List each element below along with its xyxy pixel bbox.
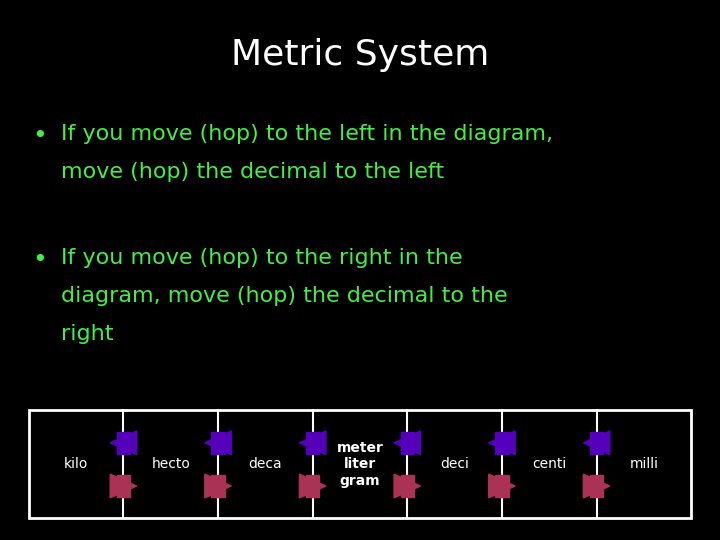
Bar	[212, 432, 225, 454]
Polygon shape	[204, 431, 231, 455]
Polygon shape	[204, 474, 231, 498]
Bar	[212, 475, 225, 497]
Text: milli: milli	[629, 457, 658, 471]
Polygon shape	[110, 474, 137, 498]
Text: •: •	[32, 248, 47, 272]
Polygon shape	[300, 431, 326, 455]
Bar	[590, 432, 603, 454]
Polygon shape	[489, 431, 516, 455]
Bar	[117, 432, 130, 454]
Text: centi: centi	[532, 457, 567, 471]
Bar	[495, 432, 508, 454]
Text: diagram, move (hop) the decimal to the: diagram, move (hop) the decimal to the	[61, 286, 508, 306]
Bar	[306, 475, 319, 497]
Polygon shape	[110, 431, 137, 455]
Bar	[306, 432, 319, 454]
Bar	[401, 475, 414, 497]
Bar	[495, 475, 508, 497]
Polygon shape	[583, 431, 610, 455]
Polygon shape	[394, 431, 420, 455]
Polygon shape	[489, 474, 516, 498]
Text: If you move (hop) to the right in the: If you move (hop) to the right in the	[61, 248, 463, 268]
Text: deca: deca	[248, 457, 282, 471]
Polygon shape	[394, 474, 420, 498]
Text: Metric System: Metric System	[231, 38, 489, 72]
Text: deci: deci	[440, 457, 469, 471]
Text: meter
liter
gram: meter liter gram	[336, 441, 384, 488]
Bar	[117, 475, 130, 497]
Text: kilo: kilo	[64, 457, 89, 471]
Text: move (hop) the decimal to the left: move (hop) the decimal to the left	[61, 162, 444, 182]
Text: •: •	[32, 124, 47, 148]
Text: hecto: hecto	[151, 457, 190, 471]
Text: right: right	[61, 324, 114, 344]
Polygon shape	[300, 474, 326, 498]
Bar	[29, 410, 691, 518]
Bar	[590, 475, 603, 497]
Bar	[401, 432, 414, 454]
Text: If you move (hop) to the left in the diagram,: If you move (hop) to the left in the dia…	[61, 124, 553, 144]
Polygon shape	[583, 474, 610, 498]
